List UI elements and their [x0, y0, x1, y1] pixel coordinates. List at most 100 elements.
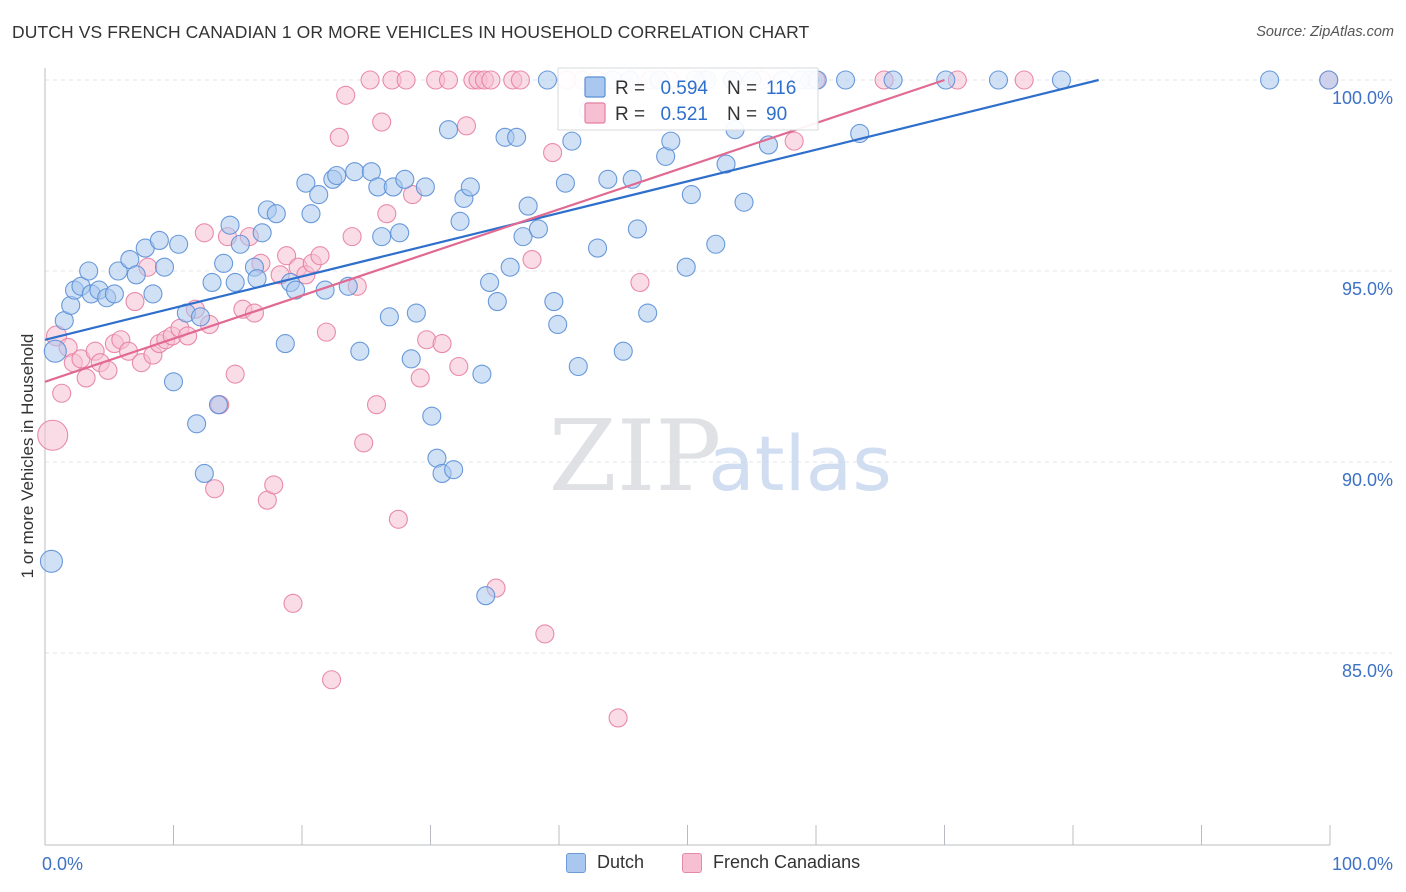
dutch-point	[406, 303, 426, 323]
dutch-point	[266, 204, 286, 224]
dutch-point	[548, 314, 568, 335]
x-tick-label: 100.0%	[1332, 854, 1393, 874]
dutch-point	[836, 70, 856, 90]
trend-line-dutch	[44, 78, 1099, 341]
axes	[44, 68, 1331, 846]
french-canadian-point	[336, 85, 356, 105]
dutch-point	[883, 70, 903, 90]
dutch-point	[350, 341, 370, 361]
dutch-point	[301, 204, 321, 224]
dutch-point	[154, 257, 175, 277]
stats-swatch-dutch	[584, 76, 606, 98]
stats-legend: R = 0.594 N = 116 R = 0.521 N = 90	[557, 67, 819, 131]
dutch-point	[681, 185, 701, 205]
dutch-point	[480, 272, 500, 293]
dutch-point	[734, 192, 754, 212]
stats-n-label-dutch: N =	[727, 78, 757, 99]
french-canadian-point	[360, 70, 380, 90]
dutch-point	[415, 177, 435, 197]
dutch-point	[706, 234, 726, 254]
dutch-point	[108, 261, 128, 281]
french-canadian-point	[630, 272, 650, 293]
stats-r-label-dutch: R =	[615, 78, 645, 99]
dutch-point	[438, 120, 459, 140]
dutch-point	[190, 307, 211, 327]
legend-swatch-french-canadians	[682, 852, 702, 873]
dutch-point	[1051, 70, 1071, 90]
french-canadian-point	[52, 383, 72, 403]
legend-swatch-dutch	[566, 852, 586, 873]
dutch-point	[422, 406, 442, 426]
french-canadian-point	[354, 433, 374, 453]
dutch-point	[507, 127, 527, 147]
french-canadian-point	[316, 322, 336, 342]
dutch-point	[476, 586, 496, 606]
french-canadian-point	[456, 116, 477, 136]
dutch-point	[169, 234, 189, 254]
y-tick-label: 90.0%	[1342, 470, 1393, 490]
french-canadian-point	[264, 475, 284, 495]
bottom-legend: Dutch French Canadians	[0, 852, 1406, 878]
x-tick-label: 0.0%	[42, 854, 83, 874]
dutch-point	[555, 173, 575, 193]
stats-n-value-dutch: 116	[766, 78, 796, 99]
dutch-point	[500, 257, 520, 277]
dutch-point	[460, 177, 480, 197]
french-canadian-point	[225, 364, 245, 384]
source-label: Source: ZipAtlas.com	[1256, 24, 1394, 40]
stats-n-value-french-canadians: 90	[766, 104, 787, 125]
french-canadian-point	[522, 249, 542, 270]
french-canadian-point	[322, 670, 342, 690]
french-canadian-point	[329, 127, 349, 147]
french-canadian-point	[372, 112, 392, 132]
french-canadian-point	[205, 479, 225, 499]
y-tick-label: 85.0%	[1342, 661, 1393, 681]
french-canadian-point	[76, 368, 96, 388]
legend-item-dutch[interactable]: Dutch	[566, 852, 644, 873]
dutch-point	[230, 234, 250, 254]
dutch-point	[327, 165, 347, 186]
french-canadian-point	[125, 292, 145, 312]
dutch-point	[379, 307, 399, 327]
y-tick-label: 95.0%	[1342, 279, 1393, 299]
dutch-point	[104, 284, 124, 304]
french-canadian-point	[283, 593, 303, 613]
dutch-point	[252, 223, 272, 243]
dutch-point	[587, 238, 608, 258]
dutch-point	[638, 303, 658, 323]
dutch-point	[79, 261, 99, 281]
dutch-point	[43, 339, 67, 363]
data-points	[37, 70, 1339, 728]
y-tick-label: 100.0%	[1332, 88, 1393, 108]
dutch-point	[518, 196, 538, 216]
french-canadian-point	[535, 624, 555, 644]
dutch-point	[528, 219, 548, 239]
dutch-point	[309, 185, 329, 205]
dutch-point	[544, 292, 564, 312]
dutch-point	[988, 70, 1009, 90]
dutch-point	[450, 211, 470, 231]
dutch-point	[208, 395, 229, 415]
stats-n-label-french-canadians: N =	[727, 104, 757, 125]
dutch-point	[613, 341, 633, 361]
french-canadian-point	[510, 70, 531, 90]
french-canadian-point	[543, 143, 563, 163]
dutch-point	[225, 272, 245, 293]
dutch-point	[163, 372, 184, 392]
french-canadian-point	[244, 303, 265, 323]
stats-swatch-french-canadians	[584, 102, 606, 124]
french-canadian-point	[784, 131, 804, 151]
dutch-point	[126, 265, 146, 285]
dutch-point	[39, 549, 63, 573]
legend-item-french-canadians[interactable]: French Canadians	[682, 852, 860, 873]
watermark-atlas: atlas	[708, 419, 892, 508]
dutch-point	[1260, 70, 1280, 90]
dutch-point	[220, 215, 240, 235]
dutch-point	[598, 169, 618, 189]
french-canadian-point	[310, 246, 330, 266]
dutch-point	[286, 280, 306, 300]
dutch-point	[661, 131, 681, 151]
chart-title: DUTCH VS FRENCH CANADIAN 1 OR MORE VEHIC…	[12, 22, 810, 42]
french-canadian-point	[98, 360, 118, 380]
